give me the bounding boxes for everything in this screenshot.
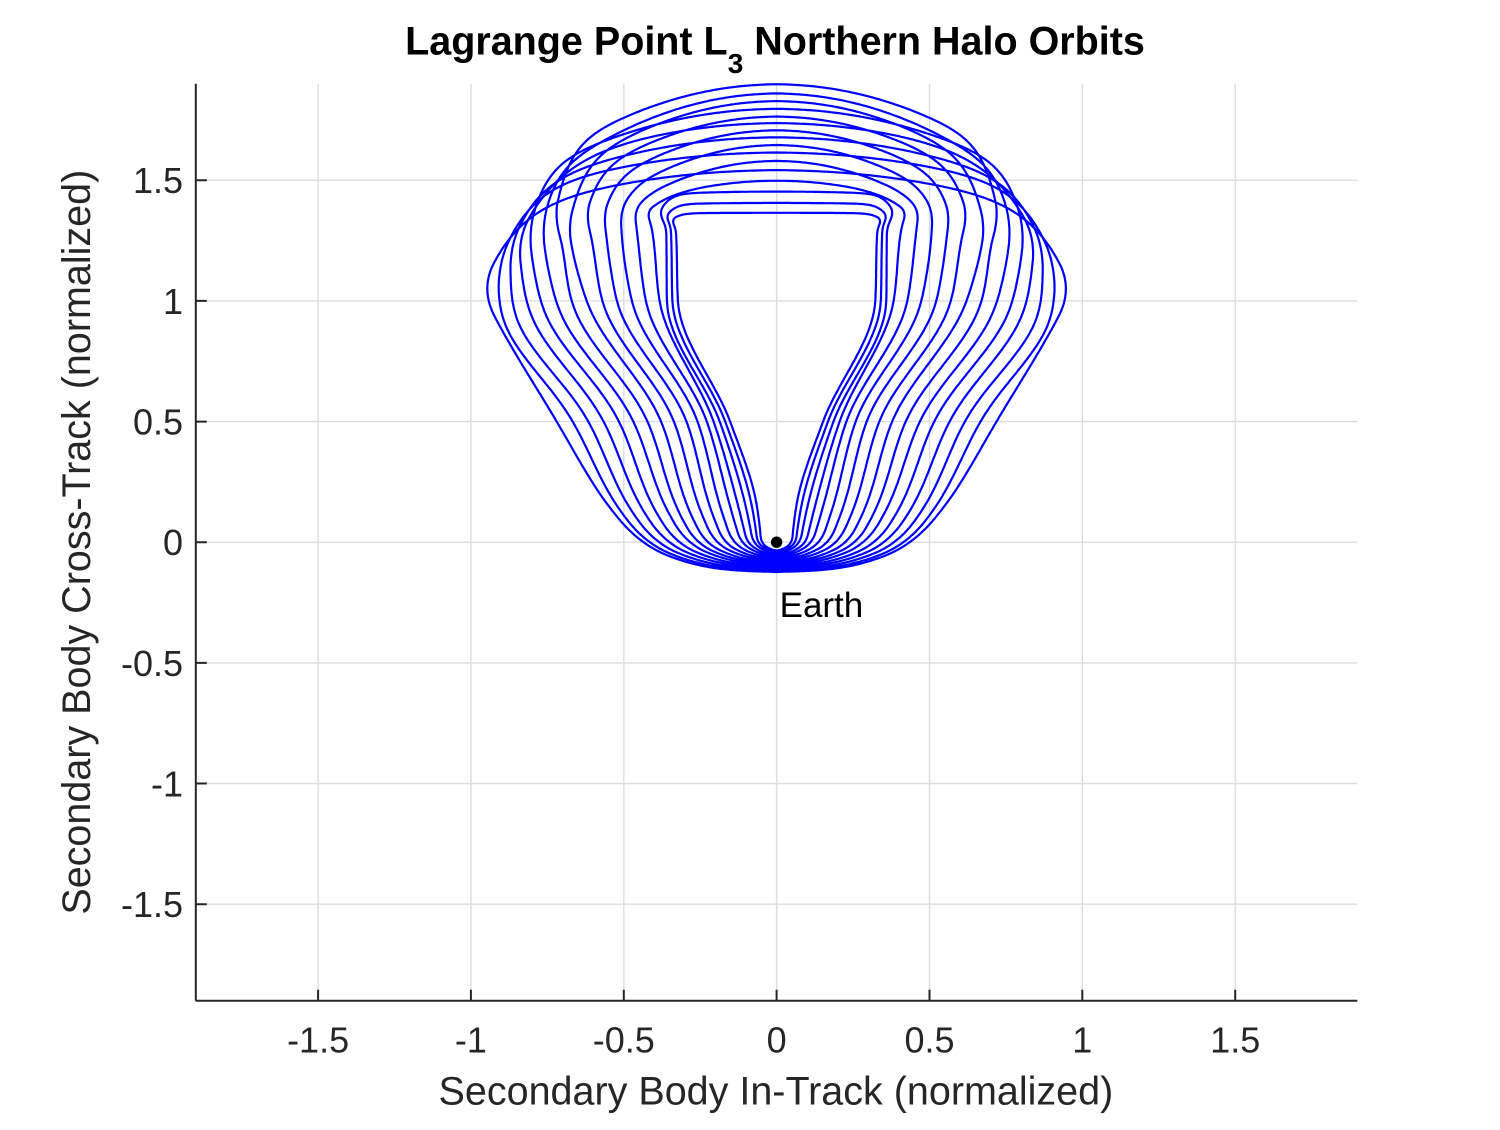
svg-text:Secondary Body In-Track (norma: Secondary Body In-Track (normalized) <box>439 1070 1114 1114</box>
svg-text:1.5: 1.5 <box>133 160 183 201</box>
svg-text:0.5: 0.5 <box>133 402 183 443</box>
svg-text:-0.5: -0.5 <box>121 643 183 684</box>
svg-text:0: 0 <box>767 1019 787 1060</box>
svg-text:-1.5: -1.5 <box>121 884 183 925</box>
svg-text:0.5: 0.5 <box>904 1019 954 1060</box>
svg-text:1: 1 <box>1072 1019 1092 1060</box>
svg-text:Secondary Body Cross-Track (no: Secondary Body Cross-Track (normalized) <box>55 170 99 915</box>
svg-text:-1.5: -1.5 <box>287 1019 349 1060</box>
svg-text:1: 1 <box>163 281 183 322</box>
svg-text:-0.5: -0.5 <box>593 1019 655 1060</box>
svg-text:Earth: Earth <box>780 586 864 625</box>
svg-text:0: 0 <box>163 522 183 563</box>
svg-text:1.5: 1.5 <box>1210 1019 1260 1060</box>
svg-text:-1: -1 <box>455 1019 487 1060</box>
svg-text:-1: -1 <box>151 763 183 804</box>
